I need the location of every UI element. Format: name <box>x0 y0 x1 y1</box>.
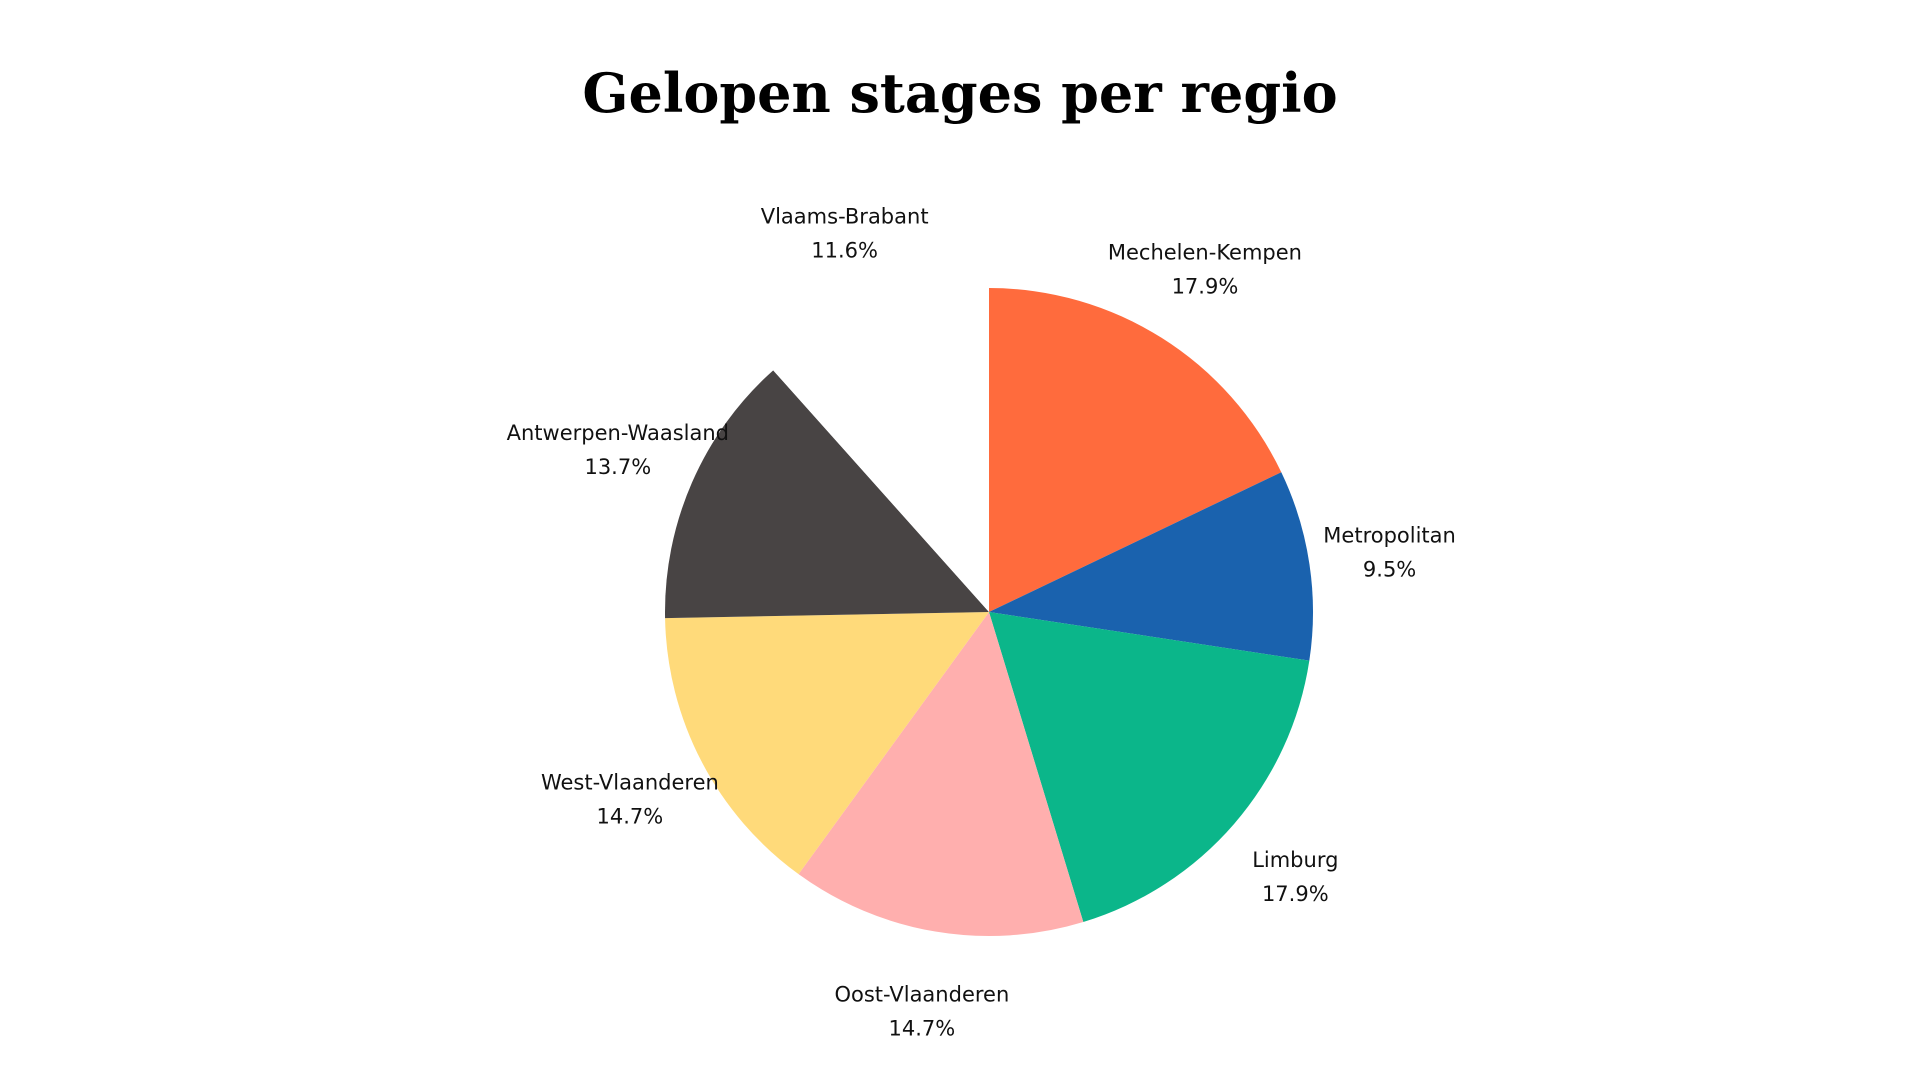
pie-slice <box>989 612 1310 922</box>
chart-title: Gelopen stages per regio <box>582 61 1337 125</box>
slice-value-label: 17.9% <box>1172 274 1239 298</box>
slice-label: Vlaams-Brabant <box>761 205 929 229</box>
pie-slice <box>989 472 1313 661</box>
slice-label: Mechelen-Kempen <box>1108 240 1302 264</box>
slice-value-label: 17.9% <box>1262 882 1329 906</box>
slice-label: Metropolitan <box>1323 523 1456 547</box>
slice-label: Antwerpen-Waasland <box>507 421 729 445</box>
slice-label: Limburg <box>1252 848 1338 872</box>
slice-value-label: 9.5% <box>1363 557 1416 581</box>
pie-slice <box>989 288 1282 612</box>
slice-value-label: 14.7% <box>889 1016 956 1040</box>
slice-label: Oost-Vlaanderen <box>834 982 1009 1006</box>
slice-value-label: 13.7% <box>584 455 651 479</box>
slice-label: West-Vlaanderen <box>541 770 719 794</box>
slice-value-label: 11.6% <box>811 239 878 263</box>
pie-slice <box>664 370 989 619</box>
slice-value-label: 14.7% <box>597 804 664 828</box>
pie-slice <box>798 612 1084 936</box>
pie-slice <box>773 288 989 612</box>
pie-slice <box>665 612 989 875</box>
